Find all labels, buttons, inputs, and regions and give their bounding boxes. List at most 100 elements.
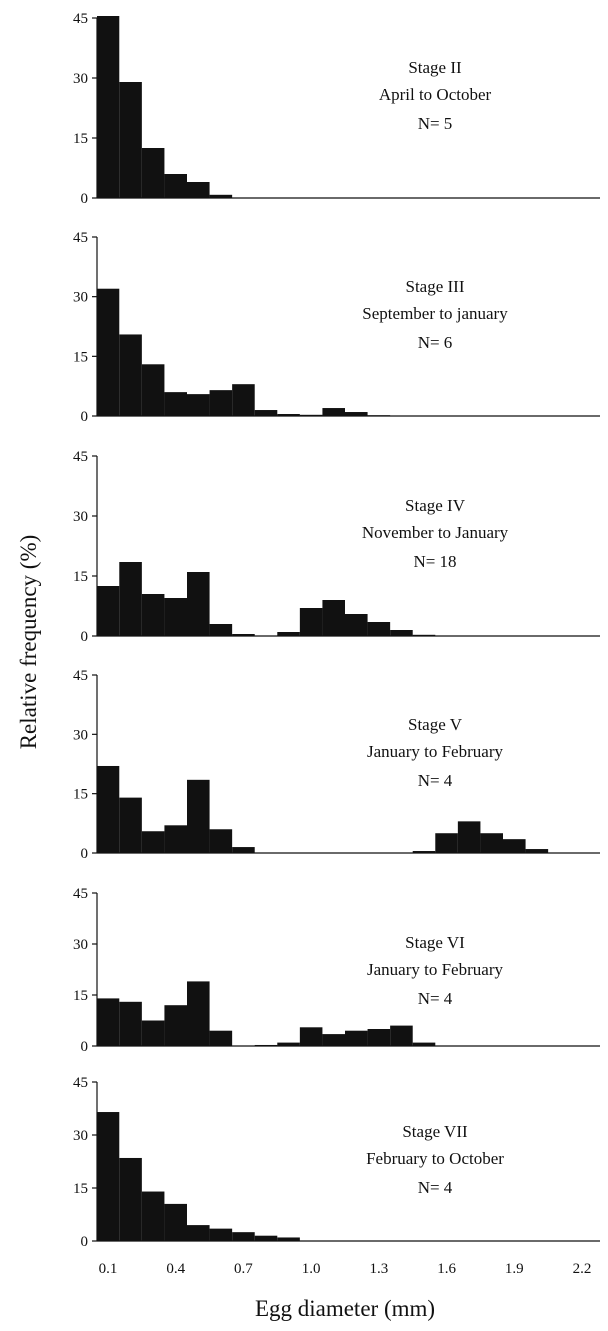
- y-tick-label: 30: [73, 71, 88, 87]
- y-tick-label: 15: [73, 131, 88, 147]
- histogram-bar: [299, 414, 323, 416]
- panel-stage-label: Stage VII: [402, 1122, 468, 1141]
- y-tick-label: 45: [73, 230, 88, 246]
- histogram-bar: [209, 1228, 233, 1241]
- x-tick-label: 0.1: [99, 1261, 118, 1277]
- histogram-bar: [119, 1001, 142, 1046]
- histogram-bar: [141, 148, 165, 198]
- panel-stage-label: Stage VI: [405, 933, 465, 952]
- histogram-bar: [209, 624, 233, 636]
- histogram-bar: [525, 849, 549, 853]
- y-tick-label: 0: [81, 1234, 89, 1250]
- histogram-bar: [187, 779, 210, 853]
- histogram-bar: [277, 414, 300, 416]
- y-tick-label: 15: [73, 988, 88, 1004]
- y-tick-label: 15: [73, 349, 88, 365]
- panel-n-label: N= 18: [413, 552, 456, 571]
- histogram-bar: [232, 634, 255, 636]
- histogram-bar: [390, 630, 413, 636]
- histogram-bar: [97, 586, 120, 636]
- histogram-bar: [164, 825, 187, 853]
- panel-n-label: N= 6: [418, 333, 453, 352]
- histogram-bar: [232, 847, 255, 853]
- y-tick-label: 45: [73, 11, 88, 27]
- y-tick-label: 30: [73, 727, 88, 743]
- y-tick-label: 15: [73, 787, 88, 803]
- y-tick-label: 30: [73, 1128, 88, 1144]
- histogram-bar: [164, 392, 187, 416]
- histogram-bar: [254, 1044, 278, 1046]
- x-tick-label: 1.9: [505, 1261, 524, 1277]
- y-tick-label: 45: [73, 449, 88, 465]
- histogram-bar: [277, 1042, 300, 1046]
- histogram-bar: [97, 998, 120, 1046]
- y-tick-label: 30: [73, 290, 88, 306]
- histogram-bar: [412, 634, 436, 636]
- y-tick-label: 15: [73, 569, 88, 585]
- x-tick-label: 0.4: [166, 1261, 185, 1277]
- histogram-bar: [141, 594, 165, 636]
- histogram-bar: [187, 981, 210, 1046]
- histogram-bar: [277, 1237, 300, 1241]
- panel-n-label: N= 4: [418, 989, 453, 1008]
- histogram-bar: [299, 1027, 323, 1046]
- panel-stage-label: Stage III: [405, 277, 464, 296]
- histogram-bar: [187, 394, 210, 416]
- panel-stage-label: Stage V: [408, 715, 463, 734]
- x-axis-title: Egg diameter (mm): [255, 1296, 435, 1321]
- y-tick-label: 0: [81, 191, 89, 207]
- histogram-bar: [141, 1191, 165, 1241]
- histogram-bar: [277, 632, 300, 636]
- histogram-bar: [209, 390, 233, 416]
- y-tick-label: 45: [73, 668, 88, 684]
- panel-n-label: N= 4: [418, 771, 453, 790]
- panel-period-label: January to February: [367, 742, 503, 761]
- histogram-bar: [209, 1030, 233, 1046]
- histogram-bar: [254, 1235, 278, 1241]
- x-tick-label: 0.7: [234, 1261, 253, 1277]
- panel-period-label: November to January: [362, 523, 509, 542]
- histogram-bar: [119, 82, 142, 198]
- x-tick-label: 1.6: [437, 1261, 456, 1277]
- x-tick-label: 1.3: [369, 1261, 388, 1277]
- histogram-bar: [367, 622, 391, 636]
- panel-period-label: April to October: [379, 85, 492, 104]
- histogram-bar: [412, 851, 436, 853]
- histogram-bar: [119, 1157, 142, 1241]
- panel-n-label: N= 4: [418, 1178, 453, 1197]
- y-tick-label: 45: [73, 886, 88, 902]
- histogram-bar: [164, 174, 187, 198]
- y-tick-label: 0: [81, 409, 89, 425]
- histogram-bar: [503, 839, 526, 853]
- histogram-bar: [119, 797, 142, 853]
- histogram-bar: [254, 410, 278, 416]
- histogram-bar: [97, 16, 120, 198]
- histogram-bar: [97, 288, 120, 416]
- histogram-bar: [390, 1025, 413, 1046]
- histogram-bar: [345, 1030, 368, 1046]
- histogram-bar: [164, 1203, 187, 1241]
- histogram-bar: [164, 1005, 187, 1046]
- y-tick-label: 15: [73, 1181, 88, 1197]
- histogram-bar: [322, 600, 345, 636]
- y-tick-label: 30: [73, 937, 88, 953]
- histogram-bar: [141, 364, 165, 416]
- panel-stage-label: Stage IV: [405, 496, 466, 515]
- histogram-bar: [187, 572, 210, 636]
- histogram-bar: [232, 384, 255, 416]
- histogram-bar: [367, 415, 391, 416]
- y-tick-label: 45: [73, 1075, 88, 1091]
- histogram-bar: [97, 765, 120, 853]
- histogram-bar: [412, 1042, 436, 1046]
- histogram-bar: [141, 1020, 165, 1046]
- panel-stage-label: Stage II: [408, 58, 462, 77]
- histogram-bar: [322, 1034, 345, 1046]
- x-tick-label: 1.0: [302, 1261, 321, 1277]
- histogram-bar: [367, 1029, 391, 1046]
- histogram-bar: [435, 833, 458, 853]
- histogram-bar: [164, 598, 187, 636]
- histogram-bar: [232, 1232, 255, 1241]
- histogram-bar: [187, 1225, 210, 1241]
- x-tick-label: 2.2: [573, 1261, 592, 1277]
